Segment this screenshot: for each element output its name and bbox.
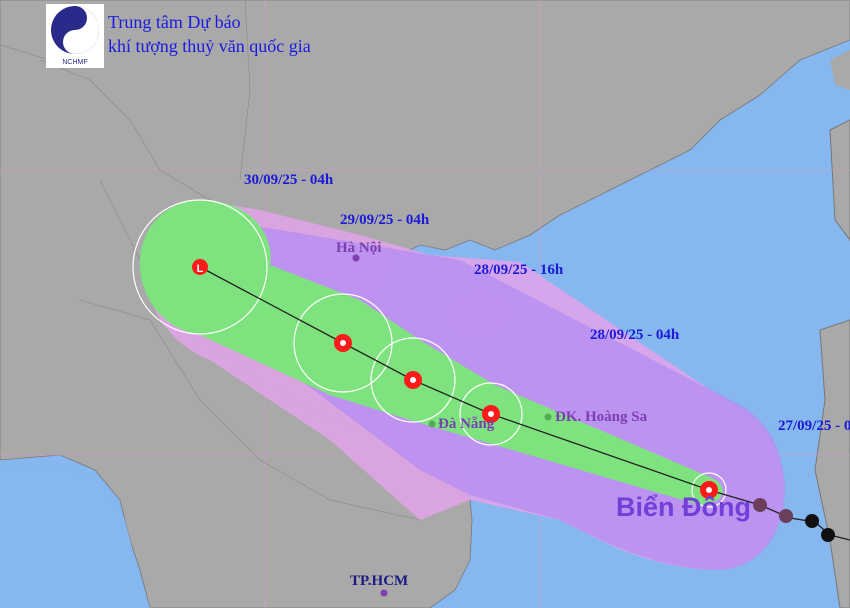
place-danang: Đà Nẵng: [438, 416, 495, 432]
past-positions: [753, 498, 835, 542]
nchmf-logo: NCHMF: [46, 4, 104, 68]
forecast-storm-icons: L: [192, 259, 718, 499]
place-hcm: TP.HCM: [350, 573, 409, 589]
taiwan: [830, 50, 850, 90]
sea-name: Biển Đông: [616, 492, 751, 522]
track-line: [199, 266, 850, 541]
philippines: [814, 119, 850, 608]
low-pressure-icon: [192, 259, 208, 275]
past-storm-icon: [779, 509, 793, 523]
low-pressure-label: L: [197, 263, 204, 275]
place-dots: [352, 254, 552, 597]
strong-wind-zone: [140, 200, 723, 505]
forecast-time-label: 28/09/25 - 04h: [590, 327, 680, 343]
typhoon-icon: [404, 371, 422, 389]
past-storm-icon: [753, 498, 767, 512]
forecast-time-label: 29/09/25 - 04h: [340, 212, 430, 228]
logo-text: NCHMF: [62, 59, 87, 66]
typhoon-icon: [482, 405, 500, 423]
forecast-time-label: 27/09/25 - 04h: [778, 418, 850, 434]
agency-title-line1: Trung tâm Dự báo: [108, 12, 241, 32]
forecast-circles: [132, 199, 727, 508]
forecast-time-label: 30/09/25 - 04h: [244, 172, 334, 188]
forecast-time-label: 28/09/25 - 16h: [474, 262, 564, 278]
past-storm-icon: [805, 514, 819, 528]
gulf-of-thailand-coast: [0, 465, 150, 608]
place-hoangsa: ĐK. Hoàng Sa: [555, 409, 648, 425]
past-storm-icon: [821, 528, 835, 542]
current-typhoon-icon: [700, 481, 718, 499]
place-hanoi: Hà Nội: [336, 240, 382, 256]
agency-title-line2: khí tượng thuỷ văn quốc gia: [108, 36, 311, 56]
typhoon-icon: [334, 334, 352, 352]
